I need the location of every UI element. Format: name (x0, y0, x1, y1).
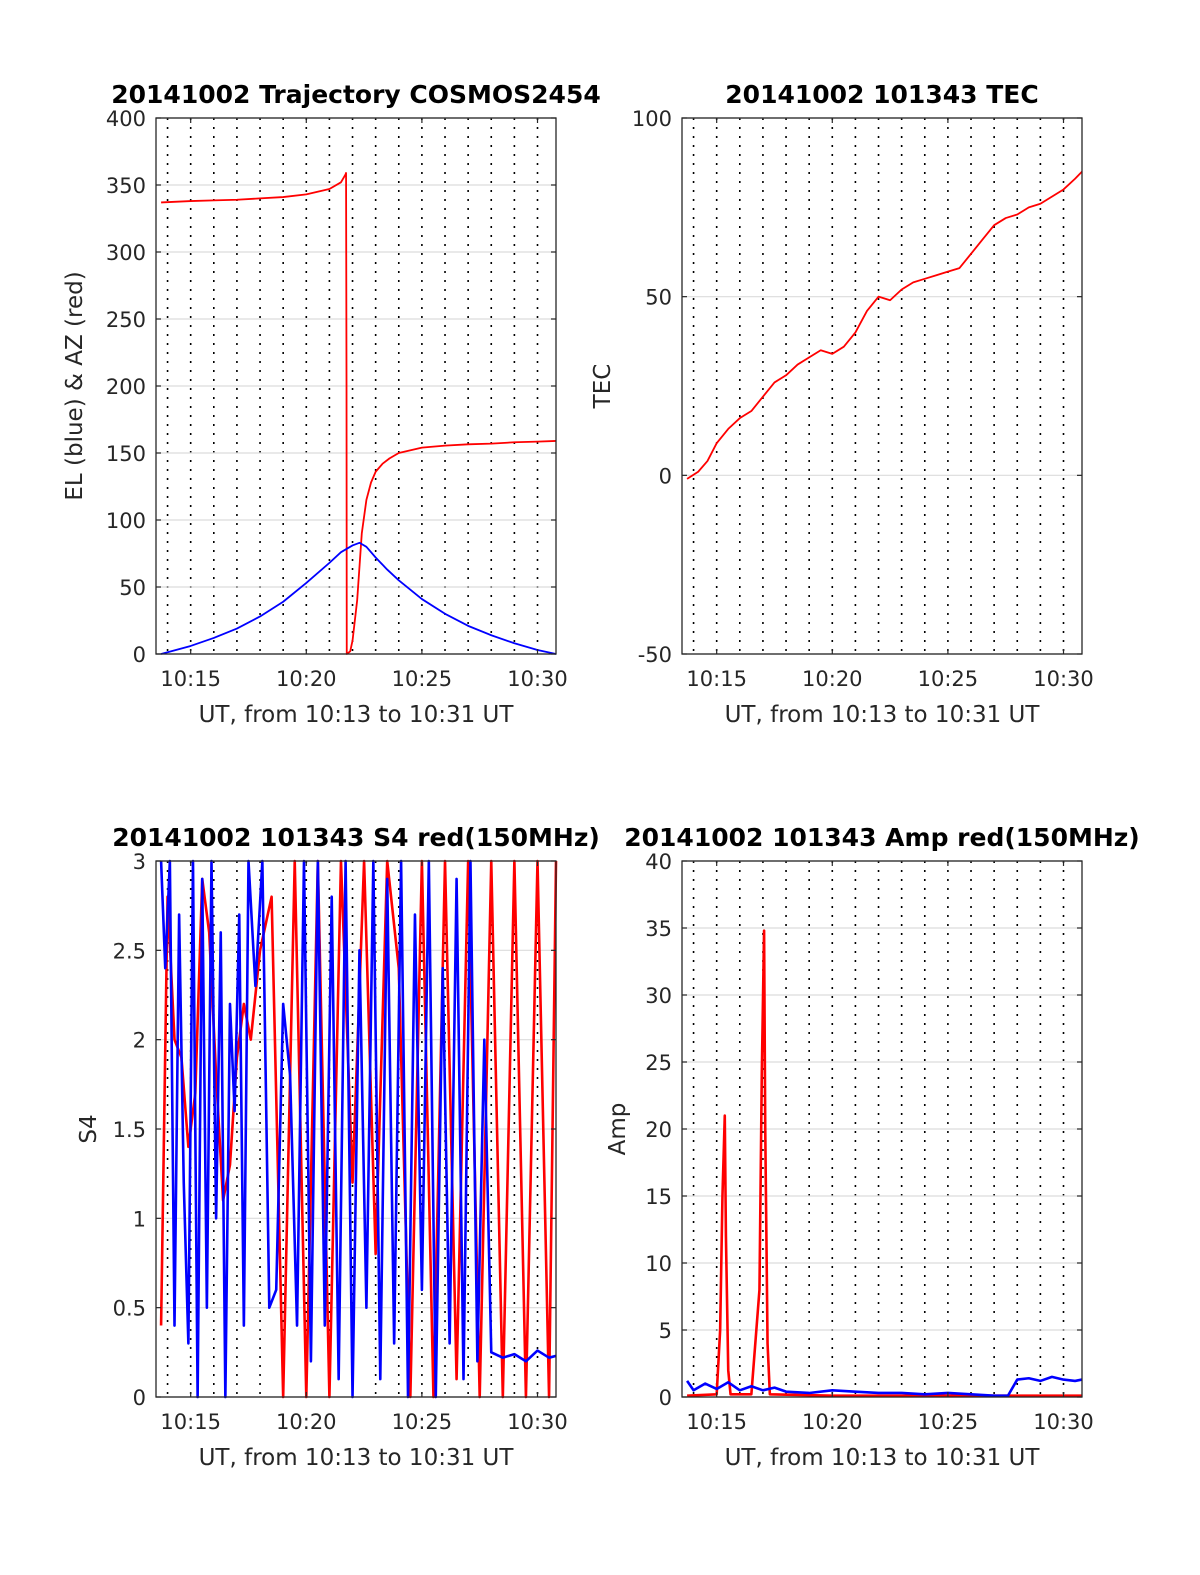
y-tick-label: 0 (659, 1386, 672, 1410)
panel-tec: 20141002 101343 TEC 10:15 10:20 10:25 10:30… (590, 80, 1094, 728)
x-tick-label: 10:15 (160, 667, 221, 691)
y-tick-label: -50 (638, 643, 672, 667)
x-tick-label: 10:25 (392, 1410, 453, 1434)
series-line-tec (686, 170, 1083, 480)
y-axis-label: EL (blue) & AZ (red) (62, 271, 88, 500)
panel-s4: 20141002 101343 S4 red(150MHz) 10:15 10:2… (76, 823, 600, 1471)
y-tick-label: 0 (133, 1386, 146, 1410)
x-tick-label: 10:20 (802, 667, 863, 691)
x-tick-label: 10:25 (392, 667, 453, 691)
y-tick-label: 100 (106, 509, 146, 533)
axes-box (681, 117, 1083, 655)
x-tick-label: 10:15 (160, 1410, 221, 1434)
y-tick-label: 2.5 (113, 939, 146, 963)
y-tick-label: 150 (106, 442, 146, 466)
y-tick-label: 2 (133, 1029, 146, 1053)
plot-area (682, 118, 1082, 654)
x-tick-label: 10:20 (276, 1410, 337, 1434)
y-tick-label: 15 (645, 1185, 672, 1209)
x-tick-label: 10:20 (276, 667, 337, 691)
y-tick-label: 25 (645, 1051, 672, 1075)
x-tick-label: 10:15 (686, 1410, 747, 1434)
y-tick-label: 50 (645, 286, 672, 310)
x-tick-label: 10:25 (918, 1410, 979, 1434)
y-tick-label: 0 (659, 464, 672, 488)
y-tick-label: 40 (645, 850, 672, 874)
series-line-blue (159, 859, 557, 1399)
series-line-az (161, 172, 557, 655)
y-tick-label: 200 (106, 375, 146, 399)
y-tick-label: 1 (133, 1207, 146, 1231)
y-tick-label: 400 (106, 107, 146, 131)
x-tick-label: 10:30 (1033, 1410, 1094, 1434)
y-tick-label: 250 (106, 308, 146, 332)
x-tick-label: 10:30 (507, 1410, 568, 1434)
y-tick-label: 5 (659, 1319, 672, 1343)
x-tick-label: 10:20 (802, 1410, 863, 1434)
chart-title: 20141002 101343 TEC (725, 80, 1038, 109)
x-tick-label: 10:30 (507, 667, 568, 691)
y-axis-label: TEC (590, 364, 616, 410)
y-tick-label: 100 (632, 107, 672, 131)
y-axis-label: Amp (605, 1103, 631, 1156)
x-axis-label: UT, from 10:13 to 10:31 UT (199, 1445, 515, 1471)
y-tick-label: 350 (106, 174, 146, 198)
x-axis-label: UT, from 10:13 to 10:31 UT (199, 702, 515, 728)
series-line-blue (686, 1375, 1083, 1397)
x-tick-label: 10:30 (1033, 667, 1094, 691)
y-tick-label: 20 (645, 1118, 672, 1142)
y-tick-label: 1.5 (113, 1118, 146, 1142)
series-line-el (160, 541, 557, 655)
y-tick-label: 0.5 (113, 1297, 146, 1321)
y-tick-label: 35 (645, 917, 672, 941)
y-tick-label: 30 (645, 984, 672, 1008)
y-tick-label: 0 (133, 643, 146, 667)
y-tick-label: 10 (645, 1252, 672, 1276)
x-tick-label: 10:15 (686, 667, 747, 691)
x-axis-label: UT, from 10:13 to 10:31 UT (725, 702, 1041, 728)
x-axis-label: UT, from 10:13 to 10:31 UT (725, 1445, 1041, 1471)
chart-title: 20141002 101343 Amp red(150MHz) (624, 823, 1140, 852)
chart-title: 20141002 101343 S4 red(150MHz) (112, 823, 600, 852)
chart-title: 20141002 Trajectory COSMOS2454 (111, 80, 601, 109)
y-tick-label: 3 (133, 850, 146, 874)
x-tick-label: 10:25 (918, 667, 979, 691)
y-tick-label: 300 (106, 241, 146, 265)
panel-amp: 20141002 101343 Amp red(150MHz) 10:15 10:… (605, 823, 1140, 1471)
y-tick-label: 50 (119, 576, 146, 600)
y-axis-label: S4 (76, 1114, 102, 1143)
panel-trajectory: 20141002 Trajectory COSMOS2454 10:15 10:2… (62, 80, 601, 728)
